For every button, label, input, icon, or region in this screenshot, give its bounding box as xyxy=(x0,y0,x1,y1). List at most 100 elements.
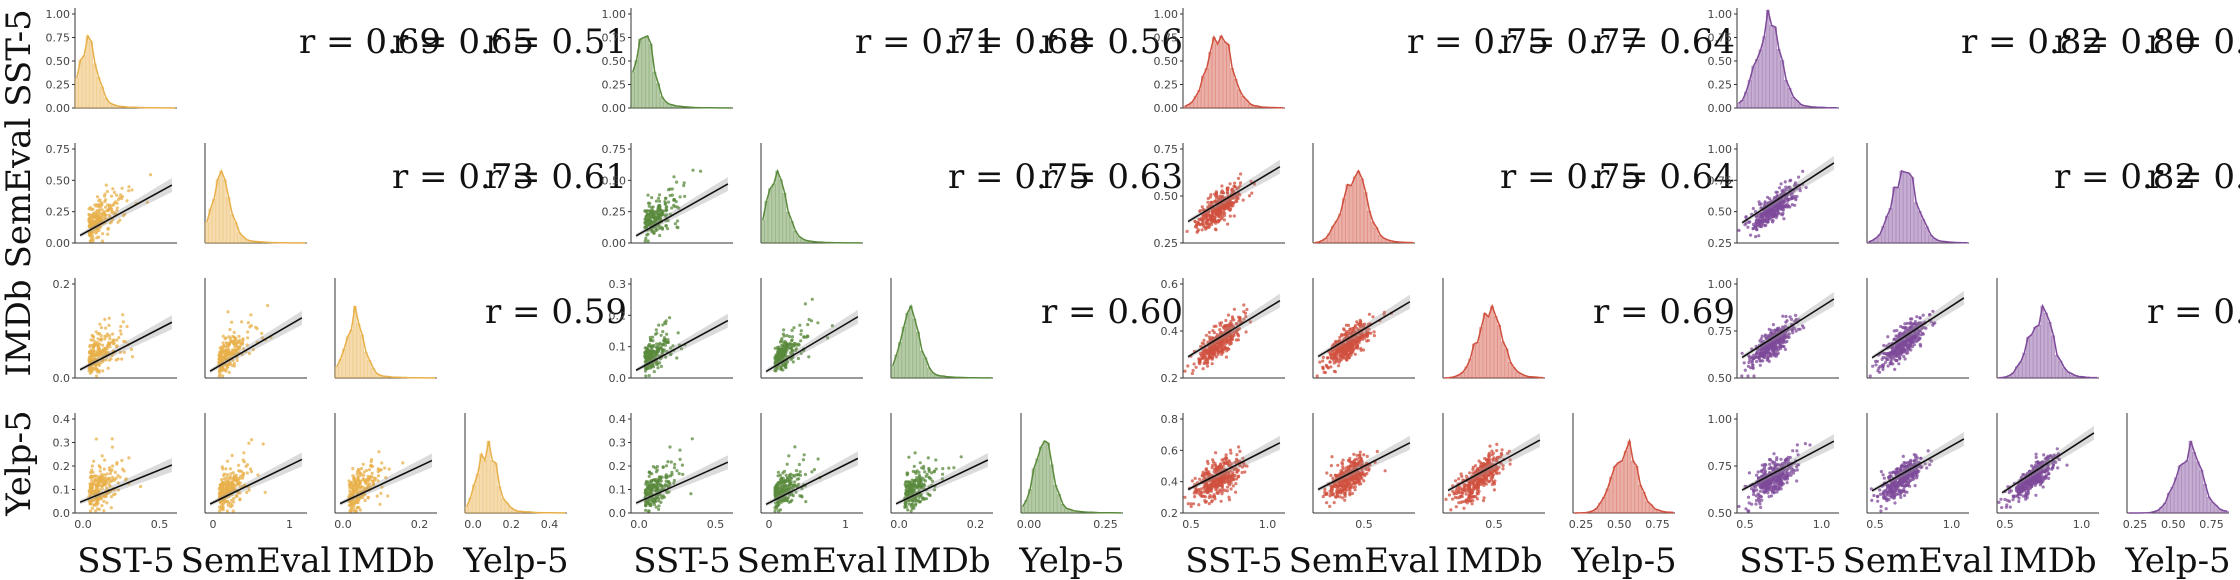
scatter-point xyxy=(809,319,814,323)
scatter-point xyxy=(94,230,99,234)
scatter-point xyxy=(780,337,784,341)
scatter-point xyxy=(237,346,241,350)
scatter-point xyxy=(1208,488,1212,493)
scatter-point xyxy=(1218,214,1222,218)
scatter-point xyxy=(118,475,122,479)
histogram-bar xyxy=(223,179,227,244)
scatter-point xyxy=(119,193,123,197)
scatter-point xyxy=(1203,488,1207,492)
scatter-point xyxy=(816,321,820,325)
scatter-point xyxy=(650,196,654,200)
scatter-point xyxy=(376,467,380,471)
scatter-point xyxy=(653,332,658,336)
scatter-point xyxy=(661,343,665,347)
scatter-point xyxy=(361,485,365,489)
y-tick-label: 0.3 xyxy=(53,437,71,450)
x-tick-label: 0.5 xyxy=(1355,518,1373,531)
scatter-point xyxy=(1200,228,1204,232)
scatter-point xyxy=(816,457,820,461)
scatter-point xyxy=(110,194,114,198)
scatter-point xyxy=(1315,374,1319,378)
scatter-point xyxy=(672,198,677,202)
scatter-point xyxy=(218,509,222,513)
scatter-point xyxy=(99,204,103,208)
scatter-point xyxy=(1358,450,1362,454)
scatter-point xyxy=(1336,463,1340,467)
scatter-point xyxy=(661,330,665,334)
histogram-bar xyxy=(1211,36,1216,109)
scatter-point xyxy=(103,334,107,338)
scatter-point xyxy=(235,358,239,362)
scatter-point xyxy=(800,494,804,498)
scatter-point xyxy=(118,218,122,222)
scatter-point xyxy=(232,361,236,365)
scatter-point xyxy=(114,358,118,362)
scatter-point xyxy=(689,492,693,496)
scatter-point xyxy=(115,206,119,210)
histogram-bar xyxy=(490,460,494,514)
scatter-point xyxy=(356,476,360,480)
scatter-point xyxy=(790,498,794,502)
histogram-bar xyxy=(1482,313,1487,379)
scatter-point xyxy=(1202,225,1206,229)
scatter-point xyxy=(1224,355,1228,359)
scatter-point xyxy=(664,474,668,478)
scatter-point xyxy=(662,495,666,499)
scatter-point xyxy=(1203,361,1208,365)
scatter-point xyxy=(646,239,650,243)
scatter-point xyxy=(921,496,925,500)
scatter-point xyxy=(1210,495,1214,499)
y-tick-label: 0.50 xyxy=(1154,55,1179,68)
scatter-point xyxy=(1358,453,1362,457)
scatter-point xyxy=(1353,352,1357,356)
scatter-point xyxy=(89,348,93,352)
scatter-point xyxy=(92,459,96,463)
scatter-point xyxy=(102,481,106,485)
scatter-point xyxy=(223,482,228,486)
scatter-point xyxy=(782,479,786,483)
scatter-point xyxy=(659,333,663,337)
scatter-point xyxy=(350,508,354,512)
y-tick-label: 0.1 xyxy=(609,341,627,354)
scatter-point xyxy=(255,327,259,331)
scatter-point xyxy=(227,348,231,352)
scatter-point xyxy=(1222,457,1226,461)
scatter-point xyxy=(364,481,368,486)
scatter-point xyxy=(108,472,112,476)
scatter-point xyxy=(115,461,119,465)
scatter-point xyxy=(691,168,695,172)
scatter-point xyxy=(1207,225,1211,229)
histogram-bar xyxy=(634,60,639,109)
scatter-point xyxy=(1227,347,1231,351)
scatter-point xyxy=(221,467,225,471)
scatter-point xyxy=(103,192,107,196)
row-label-imdb: IMDb xyxy=(0,279,39,376)
scatter-point xyxy=(98,322,102,326)
subplot-yelp-5-vs-sst-5: 0.20.40.60.80.5 1.0 xyxy=(1161,413,1285,531)
scatter-point xyxy=(387,467,391,471)
subplot-yelp-5-vs-sst-5: 0.00.10.20.30.40.0 0.5 xyxy=(609,413,733,531)
scatter-point xyxy=(225,476,229,480)
histogram-bar xyxy=(204,222,209,244)
scatter-point xyxy=(646,193,650,197)
histogram-bar xyxy=(1035,458,1040,514)
histogram-bar xyxy=(334,366,339,379)
scatter-point xyxy=(97,464,101,468)
scatter-point xyxy=(1226,222,1230,226)
scatter-point xyxy=(651,339,655,343)
scatter-point xyxy=(246,336,250,340)
scatter-point xyxy=(912,464,916,468)
scatter-point xyxy=(906,508,910,512)
scatter-point xyxy=(103,495,107,499)
scatter-point xyxy=(908,486,912,490)
scatter-point xyxy=(1232,214,1236,218)
pairplot-panel-2: SST-5 SemEval IMDb Yelp-50.000.250.500.751.… xyxy=(602,8,1183,580)
histogram-bar xyxy=(74,77,79,109)
scatter-point xyxy=(246,330,250,334)
scatter-point xyxy=(355,469,360,474)
scatter-point xyxy=(657,205,661,209)
scatter-point xyxy=(223,353,227,357)
scatter-point xyxy=(249,324,253,328)
scatter-point xyxy=(918,475,922,479)
scatter-point xyxy=(657,507,661,511)
